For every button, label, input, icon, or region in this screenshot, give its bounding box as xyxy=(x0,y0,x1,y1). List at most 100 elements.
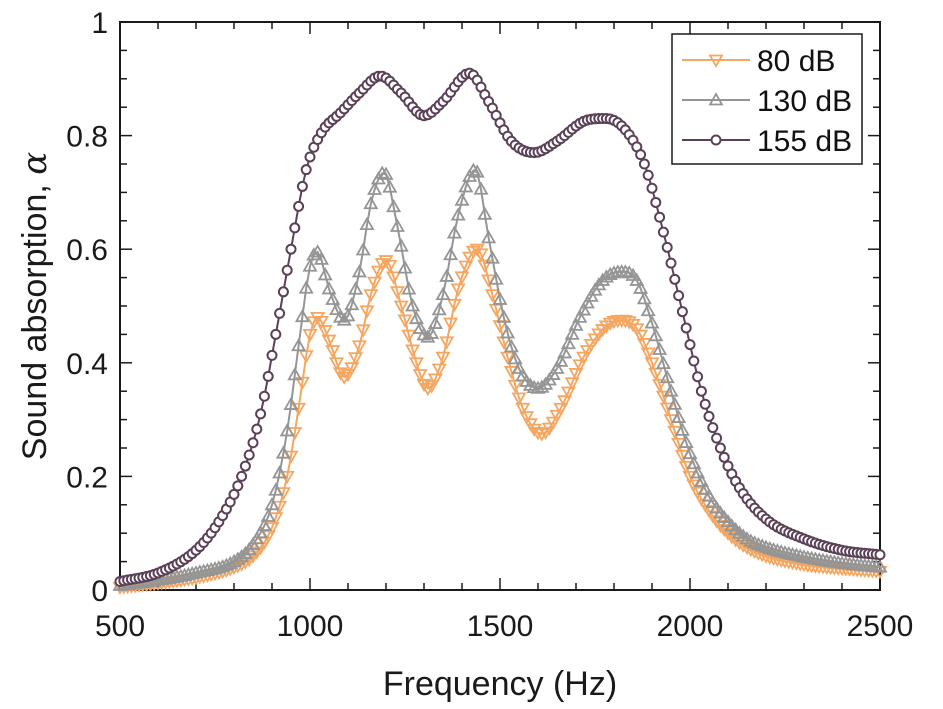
data-point xyxy=(576,302,592,316)
x-tick-label: 2500 xyxy=(847,610,914,643)
data-point xyxy=(386,271,402,285)
data-point xyxy=(701,488,717,502)
data-point xyxy=(405,298,421,312)
data-point xyxy=(397,314,413,328)
data-point xyxy=(636,338,652,352)
data-point xyxy=(629,323,645,337)
data-point xyxy=(465,162,481,176)
data-point xyxy=(663,383,679,397)
data-point xyxy=(511,360,527,374)
legend-label: 130 dB xyxy=(757,85,852,118)
data-point xyxy=(629,272,645,286)
data-point xyxy=(766,542,782,556)
data-point xyxy=(671,409,687,423)
data-point xyxy=(530,427,546,441)
data-point xyxy=(648,327,664,342)
data-point xyxy=(256,517,272,531)
data-point xyxy=(758,539,774,553)
data-point xyxy=(348,281,364,295)
y-axis-label-text: Sound absorption, xyxy=(16,175,54,460)
data-point xyxy=(492,291,508,305)
data-point xyxy=(450,207,466,221)
data-point xyxy=(306,247,322,261)
data-point xyxy=(572,309,588,323)
data-point xyxy=(237,545,253,559)
y-tick-label: 0.2 xyxy=(66,461,108,494)
data-point xyxy=(435,286,451,301)
y-axis-label-symbol: α xyxy=(15,152,55,175)
data-point xyxy=(667,396,683,410)
y-tick-label: 1 xyxy=(91,7,108,40)
data-point xyxy=(714,442,726,454)
data-point xyxy=(289,222,301,234)
data-point xyxy=(557,395,573,409)
data-point xyxy=(355,242,371,256)
data-point xyxy=(469,164,485,178)
data-point xyxy=(553,353,569,367)
data-point xyxy=(557,345,573,359)
data-point xyxy=(293,200,305,212)
data-point xyxy=(443,317,459,331)
data-point xyxy=(654,211,666,223)
data-point xyxy=(258,390,270,402)
data-point xyxy=(363,289,379,303)
data-point xyxy=(743,533,759,547)
series-layer xyxy=(112,67,888,595)
x-axis-label: Frequency (Hz) xyxy=(383,665,617,703)
data-point xyxy=(277,286,289,298)
legend-label: 155 dB xyxy=(757,125,852,158)
data-point xyxy=(665,257,677,269)
data-point xyxy=(370,265,386,280)
data-point xyxy=(636,291,652,305)
data-point xyxy=(228,488,240,500)
data-point xyxy=(239,460,251,472)
data-point xyxy=(473,248,489,262)
data-point xyxy=(503,339,519,353)
data-point xyxy=(336,312,352,326)
data-point xyxy=(355,324,371,338)
data-point xyxy=(488,303,504,318)
data-point xyxy=(310,244,326,258)
data-point xyxy=(534,379,550,393)
data-point xyxy=(693,473,709,487)
data-point xyxy=(310,311,326,326)
data-point xyxy=(874,549,886,561)
data-point xyxy=(707,422,719,434)
data-point xyxy=(515,402,531,417)
data-point xyxy=(270,328,282,340)
data-point xyxy=(255,408,267,420)
data-point xyxy=(266,349,278,361)
data-point xyxy=(718,451,730,463)
data-point xyxy=(450,283,466,297)
data-point xyxy=(412,369,428,383)
legend-marker-triangle-down-icon xyxy=(708,54,724,68)
data-point xyxy=(401,281,417,295)
data-point xyxy=(477,259,493,273)
data-point xyxy=(439,336,455,350)
data-point xyxy=(247,437,259,449)
data-point xyxy=(484,250,500,264)
data-point xyxy=(473,181,489,195)
data-point xyxy=(655,355,671,370)
data-point xyxy=(389,286,405,300)
data-point xyxy=(281,264,293,276)
data-point xyxy=(496,309,512,323)
data-point xyxy=(644,357,660,371)
data-point xyxy=(488,271,504,285)
data-point xyxy=(621,316,637,330)
data-point xyxy=(519,411,535,425)
data-point xyxy=(633,280,649,294)
data-point xyxy=(274,307,286,319)
data-point xyxy=(572,359,588,373)
data-point xyxy=(646,182,658,194)
data-point xyxy=(650,196,662,208)
data-point xyxy=(642,169,654,181)
data-point xyxy=(644,315,660,329)
data-point xyxy=(688,355,700,367)
data-point xyxy=(652,341,668,355)
data-point xyxy=(382,259,398,274)
ticks xyxy=(119,21,881,591)
data-point xyxy=(769,543,785,557)
data-point xyxy=(511,392,527,406)
data-point xyxy=(545,416,561,430)
